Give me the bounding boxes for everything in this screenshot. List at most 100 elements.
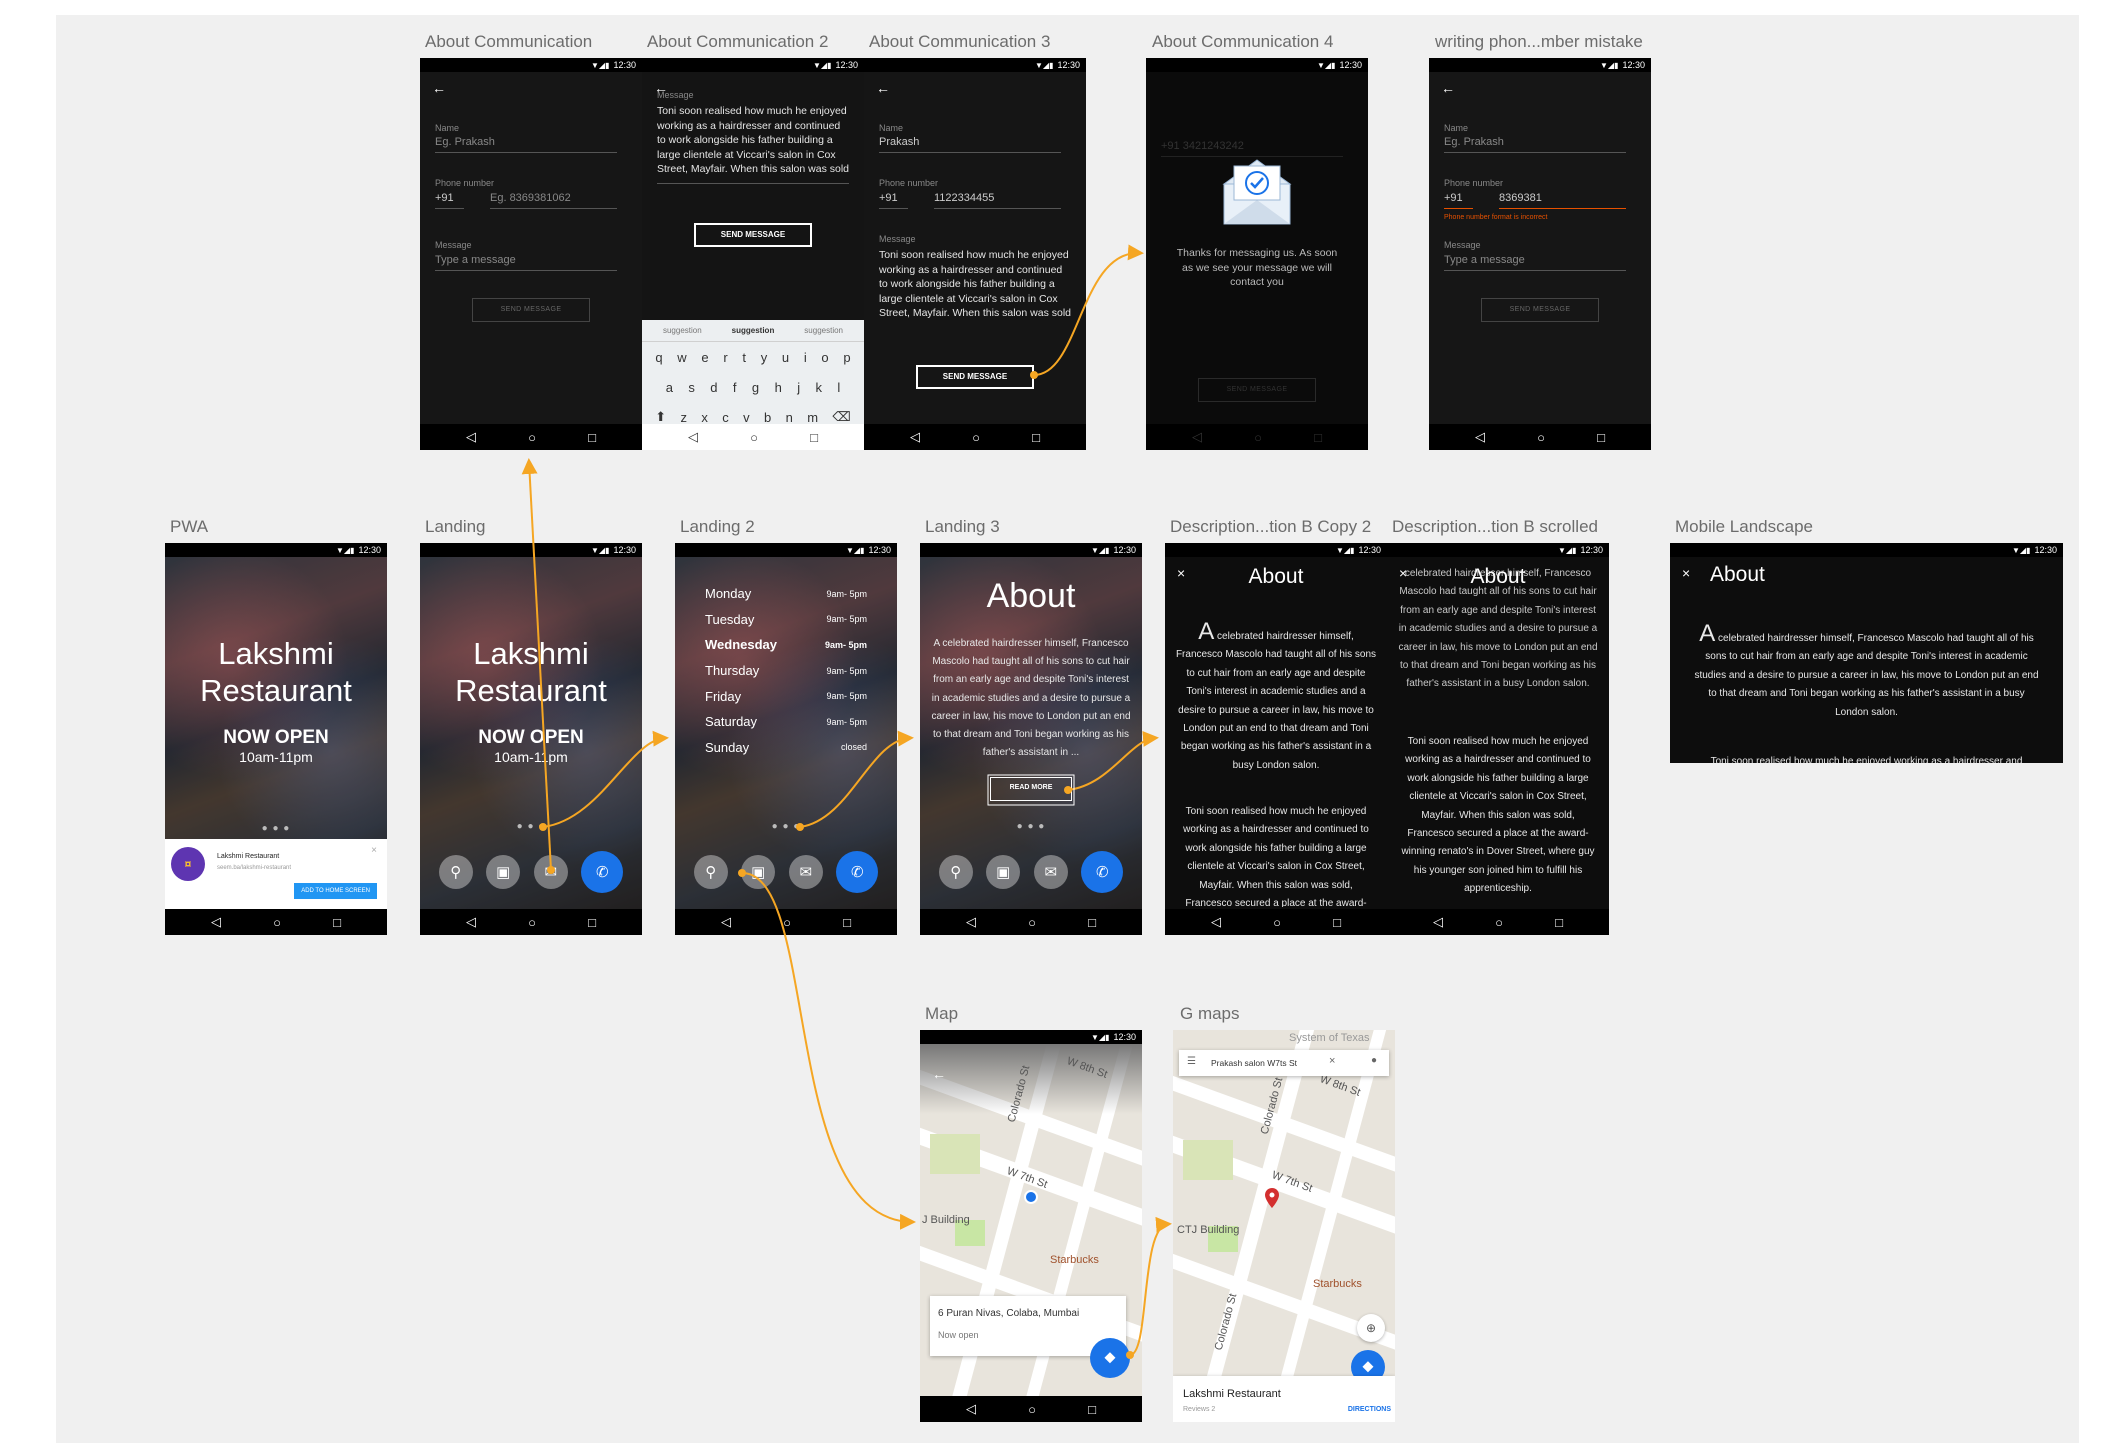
key-m[interactable]: m (807, 409, 819, 425)
key-b[interactable]: b (763, 409, 772, 425)
phone-about-communication-3[interactable]: ▼◢▮ 12:30 ← Name Prakash Phone number +91… (864, 58, 1086, 450)
back-arrow-icon[interactable]: ← (654, 80, 668, 96)
home-nav-icon[interactable]: ○ (1495, 914, 1503, 930)
my-location-icon[interactable]: ⊕ (1357, 1314, 1385, 1342)
recents-nav-icon[interactable]: □ (1555, 914, 1563, 930)
gallery-icon[interactable]: ▣ (741, 855, 776, 889)
key-c[interactable]: c (722, 409, 729, 425)
key-j[interactable]: j (797, 379, 801, 395)
location-icon[interactable]: ⚲ (693, 855, 728, 889)
send-message-button[interactable]: SEND MESSAGE (694, 223, 812, 247)
name-field[interactable]: Eg. Prakash (1444, 136, 1626, 153)
back-nav-icon[interactable]: ◁ (966, 1401, 977, 1416)
phone-field[interactable]: 1122334455 (934, 192, 1061, 209)
key-s[interactable]: s (688, 379, 695, 395)
home-nav-icon[interactable]: ○ (1254, 429, 1262, 445)
back-arrow-icon[interactable]: ← (876, 80, 890, 96)
close-icon[interactable]: × (1399, 565, 1408, 581)
phone-landing[interactable]: ▼◢▮ 12:30 Lakshmi Restaurant NOW OPEN 10am… (420, 543, 642, 935)
directions-button[interactable]: DIRECTIONS (1347, 1406, 1391, 1413)
phone-call-icon[interactable]: ✆ (1081, 851, 1124, 893)
key-u[interactable]: u (781, 349, 790, 365)
key-g[interactable]: g (751, 379, 760, 395)
back-nav-icon[interactable]: ◁ (1192, 429, 1203, 444)
key-o[interactable]: o (821, 349, 829, 365)
map-view[interactable]: System of Texas W 8th St Colorado St W 7… (1173, 1030, 1395, 1422)
home-nav-icon[interactable]: ○ (1028, 1401, 1036, 1417)
key-x[interactable]: x (701, 409, 708, 425)
send-message-button[interactable]: SEND MESSAGE (1481, 298, 1599, 322)
key-e[interactable]: e (701, 349, 709, 365)
phone-landscape[interactable]: ▼◢▮ 12:30 × About A celebrated hairdresse… (1670, 543, 2063, 763)
add-to-home-banner[interactable]: ¤ Lakshmi Restaurant seem.ba/lakshmi-res… (165, 839, 387, 909)
key-i[interactable]: i (803, 349, 807, 365)
recents-nav-icon[interactable]: □ (333, 914, 341, 930)
phone-about-communication[interactable]: ▼◢▮ 12:30 ← Name Eg. Prakash Phone number… (420, 58, 642, 450)
back-nav-icon[interactable]: ◁ (1475, 429, 1486, 444)
recents-nav-icon[interactable]: □ (843, 914, 851, 930)
mail-icon[interactable]: ✉ (788, 855, 823, 889)
key-q[interactable]: q (655, 349, 663, 365)
back-nav-icon[interactable]: ◁ (1211, 914, 1222, 929)
country-code[interactable]: +91 (879, 192, 908, 209)
phone-number-error[interactable]: ▼◢▮ 12:30 ← Name Eg. Prakash Phone number… (1429, 58, 1651, 450)
location-icon[interactable]: ⚲ (938, 855, 973, 889)
mic-icon[interactable]: ● (1371, 1055, 1378, 1066)
key-w[interactable]: w (677, 349, 687, 365)
back-arrow-icon[interactable]: ← (432, 80, 446, 96)
phone-about-communication-4[interactable]: ▼◢▮ 12:30 +91 3421243242 Thanks for messa… (1146, 58, 1368, 450)
home-nav-icon[interactable]: ○ (273, 914, 281, 930)
home-nav-icon[interactable]: ○ (972, 429, 980, 445)
recents-nav-icon[interactable]: □ (810, 429, 818, 445)
key-y[interactable]: y (760, 349, 768, 365)
back-arrow-icon[interactable]: ← (1441, 80, 1455, 96)
phone-pwa[interactable]: ▼◢▮ 12:30 Lakshmi Restaurant NOW OPEN 10am… (165, 543, 387, 935)
key-k[interactable]: k (815, 379, 823, 395)
recents-nav-icon[interactable]: □ (588, 914, 596, 930)
recents-nav-icon[interactable]: □ (1032, 429, 1040, 445)
back-nav-icon[interactable]: ◁ (966, 914, 977, 929)
suggestion-chip[interactable]: suggestion (662, 326, 702, 335)
delete-key-icon[interactable]: ⌫ (832, 409, 851, 424)
back-nav-icon[interactable]: ◁ (211, 914, 222, 929)
phone-call-icon[interactable]: ✆ (836, 851, 879, 893)
close-icon[interactable]: × (1177, 565, 1186, 581)
back-nav-icon[interactable]: ◁ (688, 429, 699, 444)
key-d[interactable]: d (710, 379, 718, 395)
home-nav-icon[interactable]: ○ (1028, 914, 1036, 930)
key-t[interactable]: t (742, 349, 746, 365)
phone-field[interactable]: Eg. 8369381062 (490, 192, 617, 209)
name-field[interactable]: Eg. Prakash (435, 136, 617, 153)
key-f[interactable]: f (732, 379, 737, 395)
send-message-button[interactable]: SEND MESSAGE (472, 298, 590, 322)
key-l[interactable]: l (837, 379, 841, 395)
message-field[interactable]: Type a message (435, 254, 617, 271)
key-r[interactable]: r (723, 349, 728, 365)
key-a[interactable]: a (665, 379, 673, 395)
place-card[interactable]: Lakshmi Restaurant Reviews 2 DIRECTIONS (1173, 1376, 1395, 1422)
phone-landing-2[interactable]: ▼◢▮ 12:30 Monday 9am- 5pm Tuesday 9am- 5pm We… (675, 543, 897, 935)
home-nav-icon[interactable]: ○ (1537, 429, 1545, 445)
gallery-icon[interactable]: ▣ (486, 855, 521, 889)
phone-call-icon[interactable]: ✆ (581, 851, 624, 893)
gallery-icon[interactable]: ▣ (986, 855, 1021, 889)
key-v[interactable]: v (743, 409, 750, 425)
suggestion-chip[interactable]: suggestion (731, 326, 775, 335)
back-nav-icon[interactable]: ◁ (721, 914, 732, 929)
suggestion-chip[interactable]: suggestion (804, 326, 843, 335)
directions-icon[interactable]: ⬥ (1090, 1338, 1130, 1378)
name-field[interactable]: Prakash (879, 136, 1061, 153)
search-bar[interactable]: ☰ Prakash salon W7ts St × ● (1179, 1050, 1389, 1076)
message-field[interactable]: Toni soon realised how much he enjoyed w… (879, 249, 1071, 319)
country-code[interactable]: +91 (1444, 192, 1473, 209)
phone-landing-3[interactable]: ▼◢▮ 12:30 About A celebrated hairdresser … (920, 543, 1142, 935)
close-icon[interactable]: × (1682, 565, 1691, 581)
mail-icon[interactable]: ✉ (533, 855, 568, 889)
recents-nav-icon[interactable]: □ (1314, 429, 1322, 445)
clear-icon[interactable]: × (1329, 1055, 1336, 1067)
home-nav-icon[interactable]: ○ (528, 914, 536, 930)
mail-icon[interactable]: ✉ (1033, 855, 1068, 889)
back-nav-icon[interactable]: ◁ (1433, 914, 1444, 929)
message-field[interactable]: Type a message (1444, 254, 1626, 271)
